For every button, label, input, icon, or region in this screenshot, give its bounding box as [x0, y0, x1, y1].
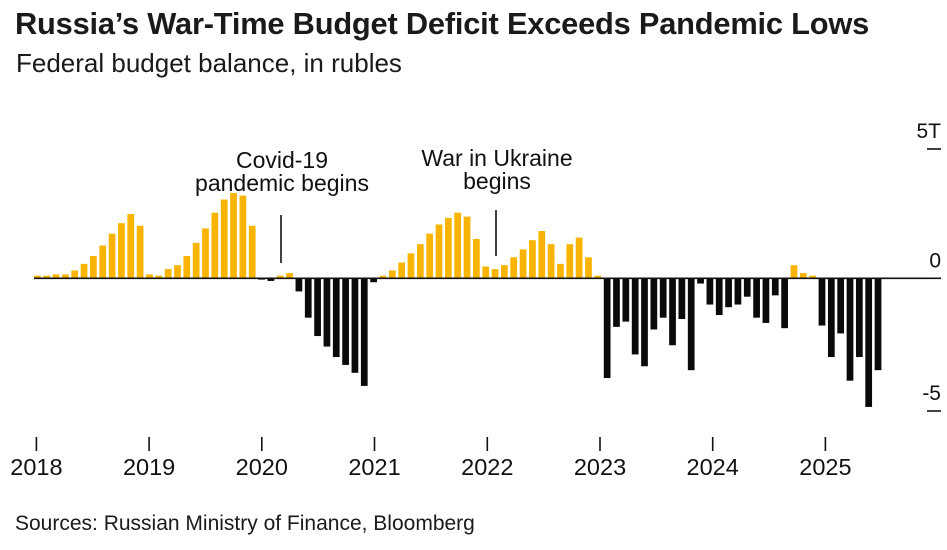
- svg-text:pandemic begins: pandemic begins: [195, 170, 369, 196]
- svg-text:5T: 5T: [916, 120, 941, 143]
- svg-text:2025: 2025: [799, 454, 851, 480]
- svg-text:0: 0: [929, 249, 941, 272]
- svg-text:2021: 2021: [348, 454, 400, 480]
- svg-text:-5: -5: [922, 382, 941, 405]
- svg-text:2018: 2018: [10, 454, 62, 480]
- svg-text:begins: begins: [463, 168, 531, 194]
- svg-text:2020: 2020: [236, 454, 288, 480]
- svg-text:2024: 2024: [687, 454, 739, 480]
- svg-text:2019: 2019: [123, 454, 175, 480]
- svg-text:2023: 2023: [574, 454, 626, 480]
- svg-text:2022: 2022: [461, 454, 513, 480]
